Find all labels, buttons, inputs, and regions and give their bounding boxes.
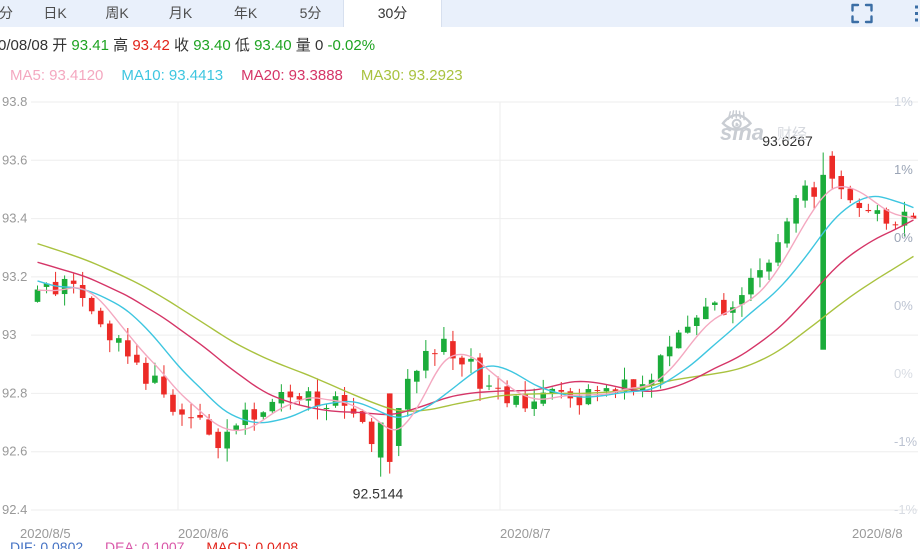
- svg-text:92.4: 92.4: [2, 502, 27, 517]
- svg-text:0%: 0%: [894, 366, 913, 381]
- svg-text:92.5144: 92.5144: [353, 486, 404, 502]
- svg-text:0%: 0%: [894, 298, 913, 313]
- svg-text:92.8: 92.8: [2, 385, 27, 400]
- svg-text:93.6: 93.6: [2, 152, 27, 167]
- svg-text:92.6: 92.6: [2, 444, 27, 459]
- svg-text:1%: 1%: [894, 162, 913, 177]
- svg-text:sina: sina: [720, 120, 764, 145]
- svg-text:93.8: 93.8: [2, 94, 27, 109]
- svg-text:1%: 1%: [894, 94, 913, 109]
- svg-text:-1%: -1%: [894, 502, 918, 517]
- svg-text:93.2: 93.2: [2, 269, 27, 284]
- svg-text:2020/8/7: 2020/8/7: [500, 526, 551, 541]
- svg-text:财经: 财经: [777, 126, 807, 143]
- svg-text:93: 93: [2, 327, 16, 342]
- svg-text:0%: 0%: [894, 230, 913, 245]
- svg-text:-1%: -1%: [894, 434, 918, 449]
- svg-text:93.4: 93.4: [2, 211, 27, 226]
- svg-text:2020/8/8: 2020/8/8: [852, 526, 903, 541]
